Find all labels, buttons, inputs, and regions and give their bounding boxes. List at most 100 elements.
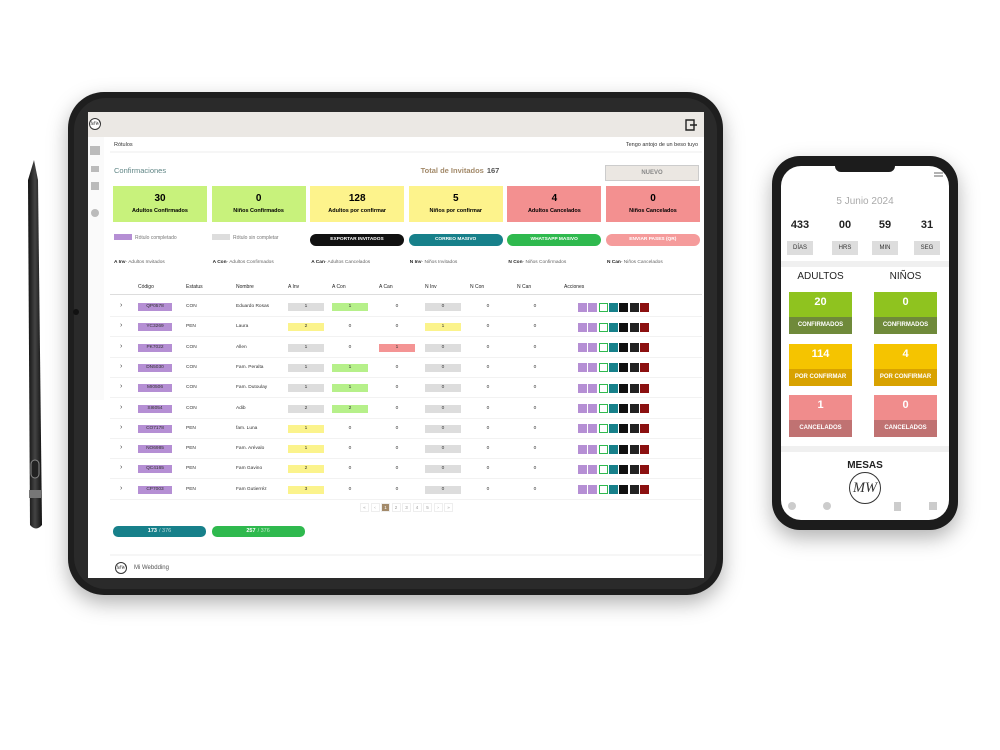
row-action[interactable] [588, 485, 598, 495]
row-action[interactable] [578, 343, 587, 353]
page-link[interactable]: 2 [391, 503, 401, 512]
count-cell: 0 [425, 384, 461, 393]
row-action[interactable] [639, 302, 649, 312]
row-action[interactable] [639, 343, 649, 353]
page-link[interactable]: 3 [402, 503, 411, 512]
row-action[interactable] [588, 424, 598, 434]
row-action[interactable] [578, 404, 587, 413]
row-action[interactable] [639, 363, 649, 373]
row-action[interactable] [629, 302, 639, 312]
row-action[interactable] [598, 485, 608, 495]
count-cell: 0 [425, 303, 461, 311]
row-action[interactable] [629, 363, 639, 373]
row-action[interactable] [598, 444, 608, 454]
row-action[interactable] [608, 383, 618, 393]
row-action[interactable] [588, 343, 598, 353]
row-action[interactable] [639, 404, 649, 413]
row-action[interactable] [588, 322, 598, 332]
counter[interactable]: 257/ 376 [211, 526, 305, 537]
counter[interactable]: 173/ 376 [113, 526, 206, 537]
row-action[interactable] [578, 302, 587, 312]
row-action[interactable] [619, 343, 629, 353]
stat-value: 0 [255, 193, 262, 204]
row-action[interactable] [639, 424, 649, 434]
legend-swatch [212, 234, 230, 240]
phone-label: CANCELADOS [884, 425, 927, 431]
row-action[interactable] [608, 302, 618, 312]
row-action[interactable] [619, 383, 629, 393]
row-action[interactable] [629, 383, 639, 393]
phone-label: CONFIRMADOS [882, 322, 929, 328]
row-action[interactable] [619, 464, 629, 474]
row-action[interactable] [598, 302, 608, 312]
row-action[interactable] [629, 485, 639, 495]
row-action[interactable] [598, 424, 608, 434]
page-link[interactable]: 4 [412, 503, 422, 512]
row-action[interactable] [598, 343, 608, 353]
row-action[interactable] [598, 464, 608, 474]
name: Adib [236, 405, 246, 411]
row-action[interactable] [608, 424, 618, 434]
row-action[interactable] [639, 464, 649, 474]
row-action[interactable] [588, 464, 598, 474]
row-action[interactable] [578, 363, 587, 373]
row-action[interactable] [608, 343, 618, 353]
row-action[interactable] [608, 363, 618, 373]
row-action[interactable] [598, 322, 608, 332]
row-action[interactable] [629, 424, 639, 434]
page-link[interactable]: 1 [381, 503, 390, 512]
page-link[interactable]: « [360, 503, 369, 512]
row-action[interactable] [629, 343, 639, 353]
row-action[interactable] [598, 404, 608, 413]
page-link[interactable]: › [433, 503, 443, 512]
row-action[interactable] [588, 404, 598, 413]
row-action[interactable] [608, 464, 618, 474]
total-value: 167 [486, 166, 500, 175]
row-action[interactable] [619, 404, 629, 413]
row-action[interactable] [639, 485, 649, 495]
new-button[interactable]: NUEVO [605, 165, 699, 181]
row-action[interactable] [639, 383, 649, 393]
row-action[interactable] [588, 363, 598, 373]
row-action[interactable] [578, 485, 587, 495]
row-action[interactable] [629, 404, 639, 413]
row-action[interactable] [608, 322, 618, 332]
row-action[interactable] [578, 444, 587, 454]
row-action[interactable] [608, 404, 618, 413]
table-header: Acciones [564, 284, 585, 290]
action-button[interactable]: WHATSAPP MASIVO [507, 234, 602, 246]
row-action[interactable] [578, 424, 587, 434]
name: Fam. Arévalo [236, 446, 265, 452]
action-button[interactable]: ENVIAR PASES (QR) [605, 234, 700, 246]
row-action[interactable] [578, 322, 587, 332]
row-action[interactable] [608, 485, 618, 495]
row-action[interactable] [598, 383, 608, 393]
row-action[interactable] [639, 444, 649, 454]
row-action[interactable] [578, 464, 587, 474]
row-action[interactable] [608, 444, 618, 454]
count-cell: 1 [379, 343, 415, 352]
row-action[interactable] [588, 302, 598, 312]
row-action[interactable] [588, 383, 598, 393]
count-cell: 0 [425, 343, 461, 352]
row-action[interactable] [629, 322, 639, 332]
row-action[interactable] [578, 383, 587, 393]
row-action[interactable] [629, 464, 639, 474]
row-action[interactable] [619, 302, 629, 312]
row-action[interactable] [619, 485, 629, 495]
phone-value: 4 [902, 347, 909, 360]
action-button[interactable]: EXPORTAR INVITADOS [310, 234, 404, 246]
page-link[interactable]: 5 [423, 503, 432, 512]
row-action[interactable] [588, 444, 598, 454]
row-action[interactable] [629, 444, 639, 454]
row-action[interactable] [619, 424, 629, 434]
row-action[interactable] [619, 444, 629, 454]
row-action[interactable] [639, 322, 649, 332]
row-action[interactable] [619, 322, 629, 332]
page-link[interactable]: ‹ [370, 503, 380, 512]
row-action[interactable] [598, 363, 608, 373]
action-button[interactable]: CORREO MASIVO [408, 234, 503, 246]
row-expander: › [120, 484, 123, 492]
row-action[interactable] [619, 363, 629, 373]
page-link[interactable]: » [444, 503, 453, 512]
